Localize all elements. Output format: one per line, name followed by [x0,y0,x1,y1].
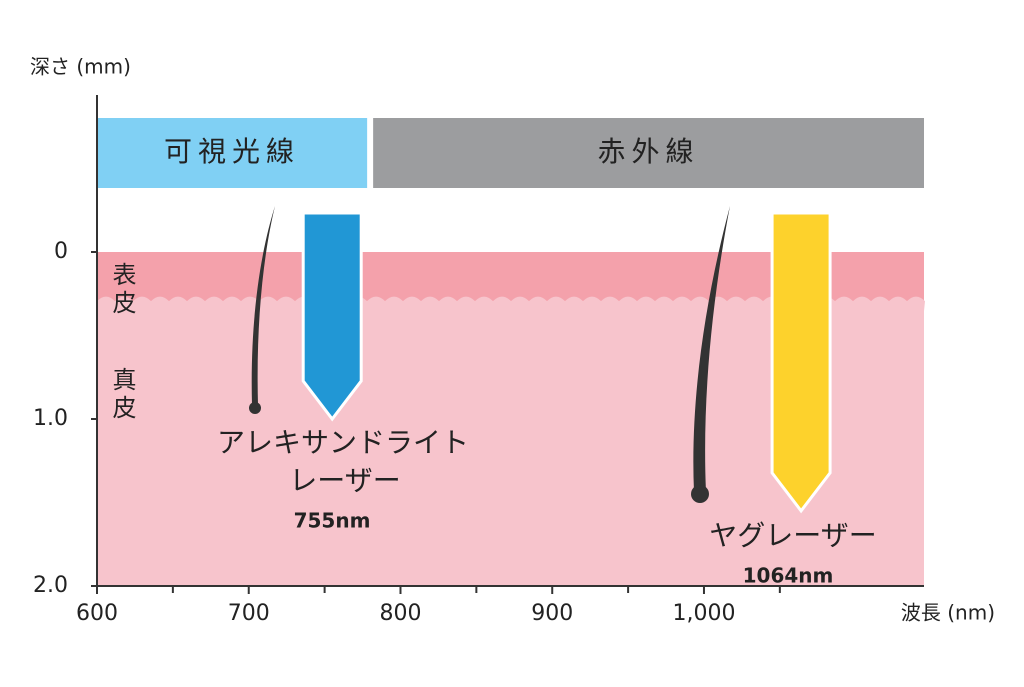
hair-root [249,402,261,414]
laser-beam [770,211,832,514]
layer-label: 表皮 [108,262,136,318]
laser-beam [301,211,363,422]
band-label: 可視光線 [164,135,300,168]
x-tick-label: 600 [76,601,118,626]
x-tick-label: 800 [379,601,421,626]
x-axis-label: 波長 (nm) [901,601,995,625]
laser-wavelength: 1064nm [743,564,834,588]
hair [251,206,275,405]
y-tick-label: 1.0 [33,406,68,431]
x-tick-label: 700 [228,601,270,626]
x-tick-label: 900 [531,601,573,626]
layer-label: 真皮 [108,367,136,423]
y-axis-label: 深さ (mm) [30,55,131,79]
band-label: 赤外線 [598,135,700,168]
spectrum-band [373,118,925,188]
y-tick-label: 2.0 [33,573,68,598]
laser-name: アレキサンドライト [217,426,469,459]
hair [693,206,730,492]
laser-name: ヤグレーザー [709,519,876,552]
spectrum-band [97,118,368,188]
y-tick-label: 0 [54,239,68,264]
x-tick-label: 1,000 [672,601,735,626]
hair-root [691,485,709,503]
laser-wavelength: 755nm [294,509,371,533]
laser-name: レーザー [289,464,400,497]
